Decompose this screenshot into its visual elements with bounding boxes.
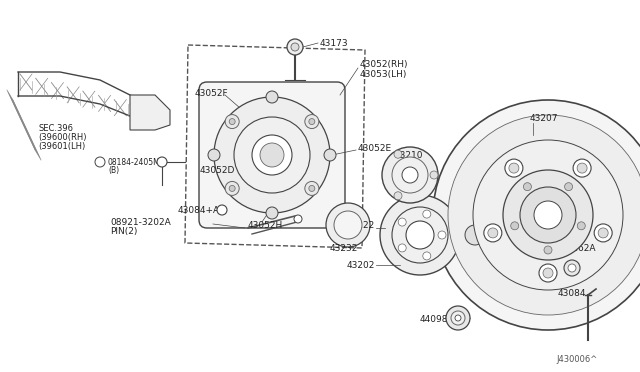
Circle shape [524,183,531,191]
Text: (B): (B) [108,166,119,174]
Circle shape [544,246,552,254]
Circle shape [266,91,278,103]
Circle shape [294,215,302,223]
Text: SEC.396: SEC.396 [38,124,73,132]
Text: (39600(RH): (39600(RH) [38,132,86,141]
Circle shape [433,100,640,330]
Circle shape [448,115,640,315]
Circle shape [305,115,319,129]
Text: 43262A: 43262A [562,244,596,253]
Polygon shape [130,95,170,130]
Text: 44098M: 44098M [420,315,456,324]
Circle shape [465,225,485,245]
Text: 43084: 43084 [558,289,586,298]
Circle shape [392,207,448,263]
Circle shape [291,43,299,51]
Circle shape [260,143,284,167]
Text: 43222: 43222 [347,221,375,230]
FancyBboxPatch shape [456,215,490,255]
Circle shape [505,159,523,177]
Text: 43053(LH): 43053(LH) [360,70,408,78]
Text: (39601(LH): (39601(LH) [38,141,85,151]
Circle shape [402,167,418,183]
Circle shape [598,228,608,238]
Circle shape [252,135,292,175]
Circle shape [266,207,278,219]
Circle shape [438,231,446,239]
Circle shape [157,157,167,167]
Circle shape [423,252,431,260]
Circle shape [423,210,431,218]
Text: 43052E: 43052E [358,144,392,153]
Circle shape [229,119,235,125]
Text: 43052F: 43052F [195,89,228,97]
Circle shape [380,195,460,275]
Circle shape [214,97,330,213]
Circle shape [394,192,402,200]
Circle shape [225,115,239,129]
Text: 43232: 43232 [330,244,358,253]
Circle shape [309,119,315,125]
Circle shape [509,163,519,173]
Text: 43052D: 43052D [200,166,236,174]
Circle shape [309,185,315,192]
Circle shape [229,185,235,192]
Circle shape [305,182,319,195]
Circle shape [511,222,518,230]
FancyBboxPatch shape [199,82,345,228]
Text: 43052H: 43052H [248,221,284,230]
Circle shape [473,140,623,290]
Circle shape [406,221,434,249]
Circle shape [392,157,428,193]
Circle shape [539,264,557,282]
Text: 43084+A: 43084+A [178,205,220,215]
Circle shape [324,149,336,161]
Circle shape [394,150,402,158]
Text: 43210: 43210 [395,151,424,160]
Circle shape [287,39,303,55]
Circle shape [398,244,406,252]
Text: 08184-2405M: 08184-2405M [107,157,160,167]
Text: 43173: 43173 [320,38,349,48]
Circle shape [326,203,370,247]
Text: J430006^: J430006^ [556,356,597,365]
Circle shape [430,171,438,179]
Circle shape [451,311,465,325]
Text: 43052(RH): 43052(RH) [360,60,408,68]
Text: 43207: 43207 [530,113,559,122]
Circle shape [520,187,576,243]
Text: PIN(2): PIN(2) [110,227,138,235]
Circle shape [543,268,553,278]
Circle shape [564,260,580,276]
Circle shape [564,183,573,191]
Circle shape [225,182,239,195]
Circle shape [334,211,362,239]
Circle shape [208,149,220,161]
Circle shape [382,147,438,203]
Circle shape [568,264,576,272]
Circle shape [484,224,502,242]
Text: 43202: 43202 [347,260,375,269]
Circle shape [534,201,562,229]
Circle shape [488,228,498,238]
Text: 08921-3202A: 08921-3202A [110,218,171,227]
Circle shape [398,218,406,226]
Circle shape [234,117,310,193]
Circle shape [594,224,612,242]
Circle shape [577,163,587,173]
Circle shape [455,315,461,321]
Circle shape [446,306,470,330]
Circle shape [95,157,105,167]
Circle shape [217,205,227,215]
Circle shape [577,222,586,230]
Circle shape [573,159,591,177]
Circle shape [503,170,593,260]
